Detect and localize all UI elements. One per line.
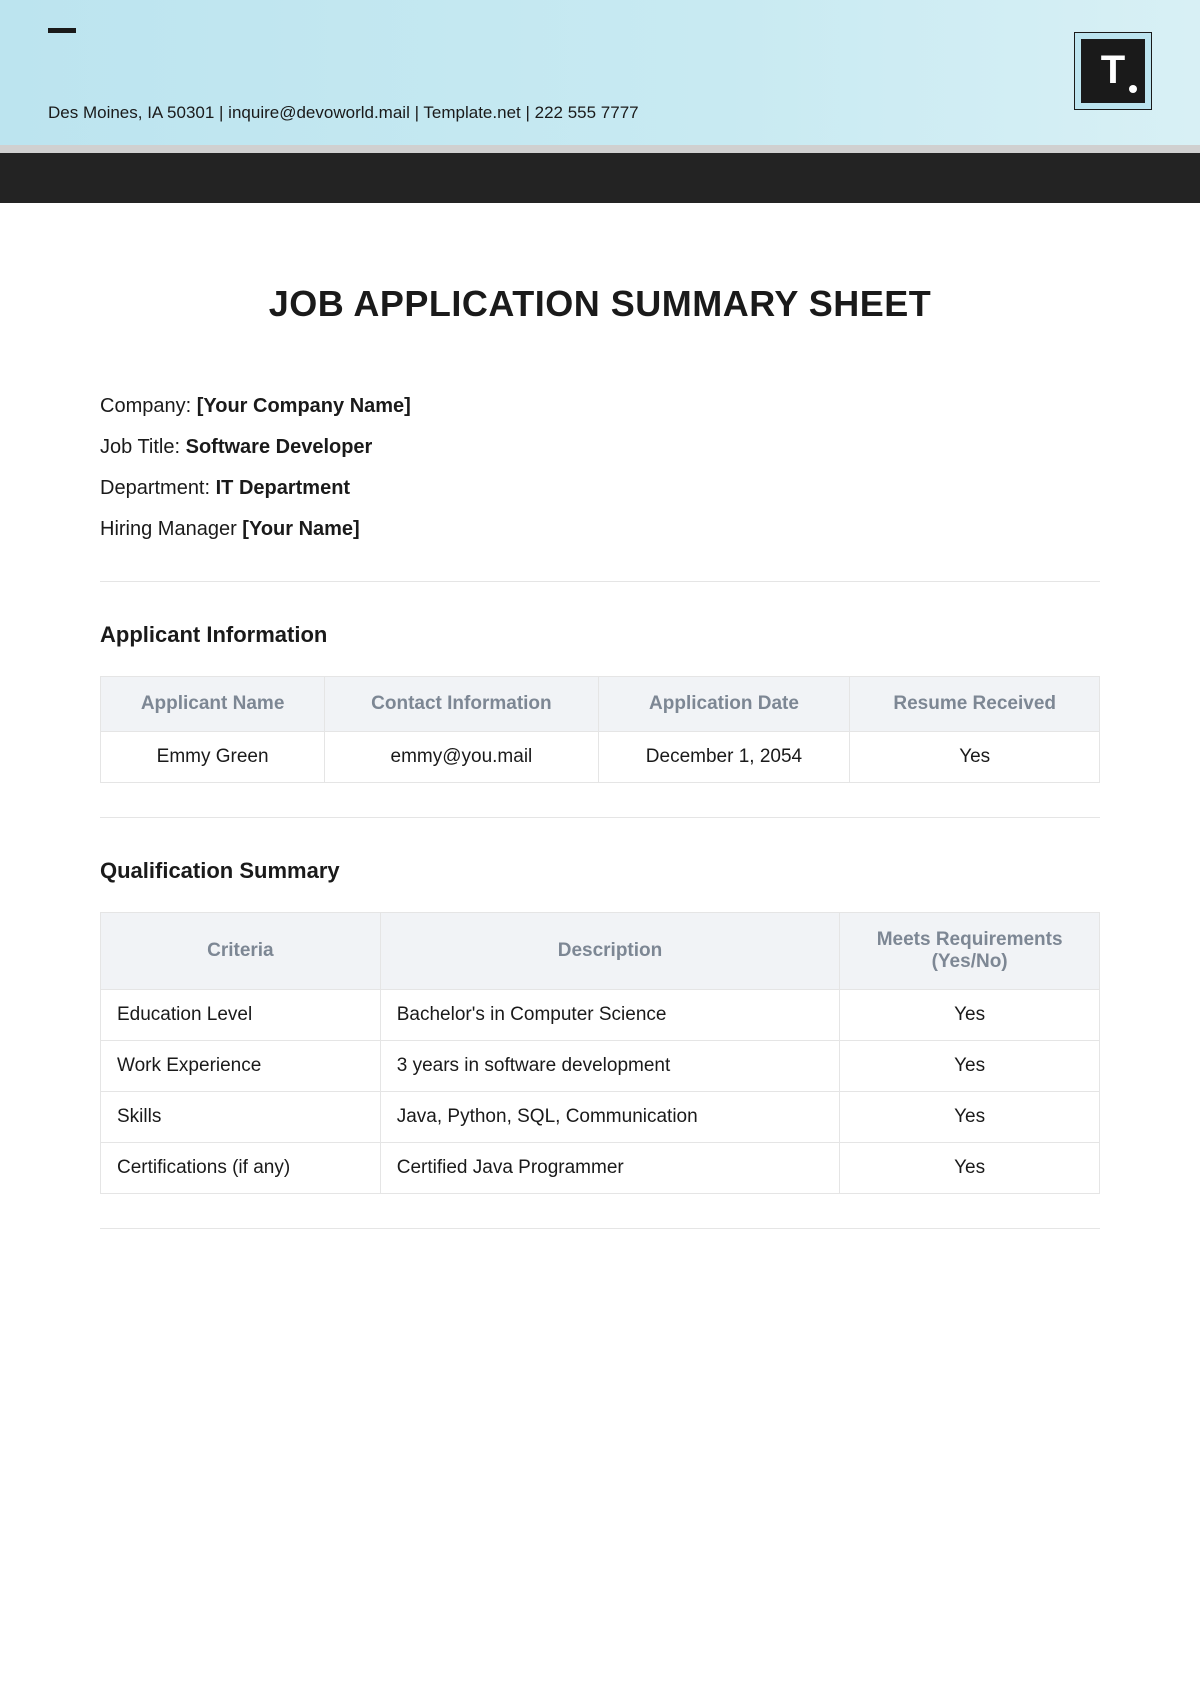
table-row: Work Experience 3 years in software deve… xyxy=(101,1041,1100,1092)
header-band: T Des Moines, IA 50301 | inquire@devowor… xyxy=(0,0,1200,145)
meta-department-label: Department: xyxy=(100,477,210,499)
cell-meets: Yes xyxy=(840,1041,1100,1092)
applicant-table: Applicant Name Contact Information Appli… xyxy=(100,676,1100,783)
meta-company: Company: [Your Company Name] xyxy=(100,395,1100,418)
cell-description: Certified Java Programmer xyxy=(380,1143,840,1194)
meta-hiring-manager-value: [Your Name] xyxy=(242,518,359,540)
logo-box: T xyxy=(1074,32,1152,110)
col-applicant-name: Applicant Name xyxy=(101,677,325,732)
table-row: Emmy Green emmy@you.mail December 1, 205… xyxy=(101,732,1100,783)
cell-meets: Yes xyxy=(840,990,1100,1041)
document-content: JOB APPLICATION SUMMARY SHEET Company: [… xyxy=(0,203,1200,1309)
contact-line: Des Moines, IA 50301 | inquire@devoworld… xyxy=(48,103,1152,123)
qualification-table: Criteria Description Meets Requirements … xyxy=(100,912,1100,1194)
cell-meets: Yes xyxy=(840,1143,1100,1194)
cell-meets: Yes xyxy=(840,1092,1100,1143)
cell-criteria: Education Level xyxy=(101,990,381,1041)
col-criteria: Criteria xyxy=(101,913,381,990)
col-meets: Meets Requirements (Yes/No) xyxy=(840,913,1100,990)
logo-letter: T xyxy=(1101,50,1125,90)
black-bar xyxy=(0,153,1200,203)
logo-inner: T xyxy=(1081,39,1145,103)
gray-strip xyxy=(0,145,1200,153)
meta-job-title-label: Job Title: xyxy=(100,436,180,458)
cell-description: Bachelor's in Computer Science xyxy=(380,990,840,1041)
table-row: Education Level Bachelor's in Computer S… xyxy=(101,990,1100,1041)
meta-department-value: IT Department xyxy=(216,477,350,499)
col-application-date: Application Date xyxy=(598,677,850,732)
table-row: Skills Java, Python, SQL, Communication … xyxy=(101,1092,1100,1143)
divider xyxy=(100,817,1100,818)
cell-description: Java, Python, SQL, Communication xyxy=(380,1092,840,1143)
col-resume-received: Resume Received xyxy=(850,677,1100,732)
cell-description: 3 years in software development xyxy=(380,1041,840,1092)
meta-company-value: [Your Company Name] xyxy=(197,395,411,417)
divider xyxy=(100,581,1100,582)
logo-dot-icon xyxy=(1129,85,1137,93)
meta-hiring-manager: Hiring Manager [Your Name] xyxy=(100,518,1100,541)
cell-criteria: Skills xyxy=(101,1092,381,1143)
page-title: JOB APPLICATION SUMMARY SHEET xyxy=(100,283,1100,325)
meta-job-title-value: Software Developer xyxy=(186,436,373,458)
col-contact-info: Contact Information xyxy=(325,677,598,732)
cell-resume: Yes xyxy=(850,732,1100,783)
table-row: Certifications (if any) Certified Java P… xyxy=(101,1143,1100,1194)
divider xyxy=(100,1228,1100,1229)
meta-company-label: Company: xyxy=(100,395,191,417)
cell-applicant-name: Emmy Green xyxy=(101,732,325,783)
cell-criteria: Certifications (if any) xyxy=(101,1143,381,1194)
qualification-heading: Qualification Summary xyxy=(100,858,1100,884)
table-header-row: Criteria Description Meets Requirements … xyxy=(101,913,1100,990)
meta-department: Department: IT Department xyxy=(100,477,1100,500)
meta-list: Company: [Your Company Name] Job Title: … xyxy=(100,395,1100,541)
meta-job-title: Job Title: Software Developer xyxy=(100,436,1100,459)
applicant-info-heading: Applicant Information xyxy=(100,622,1100,648)
meta-hiring-manager-label: Hiring Manager xyxy=(100,518,237,540)
cell-criteria: Work Experience xyxy=(101,1041,381,1092)
col-description: Description xyxy=(380,913,840,990)
table-header-row: Applicant Name Contact Information Appli… xyxy=(101,677,1100,732)
cell-date: December 1, 2054 xyxy=(598,732,850,783)
header-dash xyxy=(48,28,76,33)
cell-contact: emmy@you.mail xyxy=(325,732,598,783)
